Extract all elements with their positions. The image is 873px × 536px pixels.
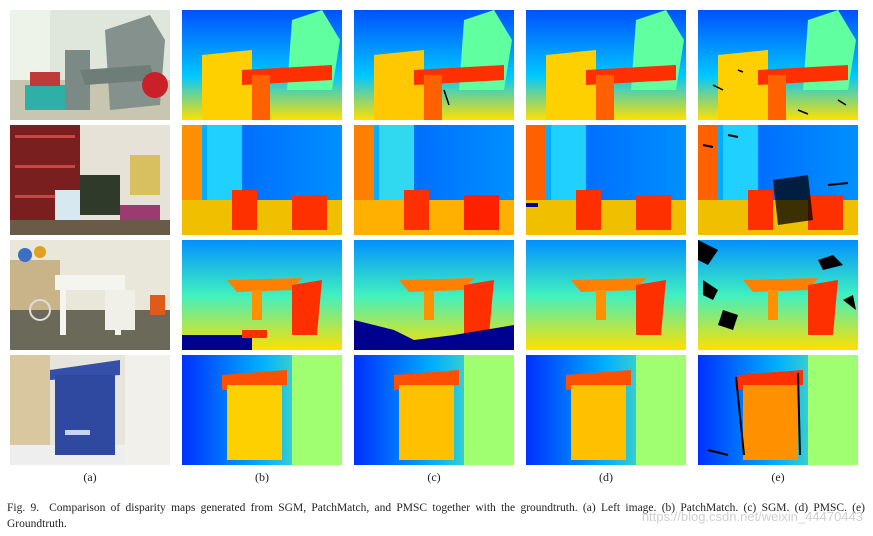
watermark-text: https://blog.csdn.net/weixin_44470443 [641, 509, 863, 524]
image-row4-left [10, 355, 170, 465]
disparity-row1-groundtruth [698, 10, 858, 120]
image-row2-left [10, 125, 170, 235]
figure-caption: Fig. 9. Comparison of disparity maps gene… [7, 500, 865, 532]
column-label-d: (d) [599, 470, 613, 484]
disparity-row1-sgm [354, 10, 514, 120]
disparity-row2-groundtruth [698, 125, 858, 235]
disparity-row3-groundtruth [698, 240, 858, 350]
disparity-row4-pmsc [526, 355, 686, 465]
disparity-row3-patchmatch [182, 240, 342, 350]
disparity-row1-pmsc [526, 10, 686, 120]
disparity-row1-patchmatch [182, 10, 342, 120]
column-label-b: (b) [255, 470, 269, 484]
disparity-row4-groundtruth [698, 355, 858, 465]
image-row1-left [10, 10, 170, 120]
disparity-row2-pmsc [526, 125, 686, 235]
disparity-row3-sgm [354, 240, 514, 350]
disparity-row3-pmsc [526, 240, 686, 350]
disparity-row4-patchmatch [182, 355, 342, 465]
column-label-c: (c) [427, 470, 441, 484]
caption-text: Comparison of disparity maps generated f… [7, 502, 865, 530]
image-row3-left [10, 240, 170, 350]
figure-number: Fig. 9. [7, 502, 40, 514]
disparity-row2-sgm [354, 125, 514, 235]
column-label-e: (e) [771, 470, 785, 484]
disparity-row4-sgm [354, 355, 514, 465]
disparity-row2-patchmatch [182, 125, 342, 235]
column-label-a: (a) [83, 470, 97, 484]
